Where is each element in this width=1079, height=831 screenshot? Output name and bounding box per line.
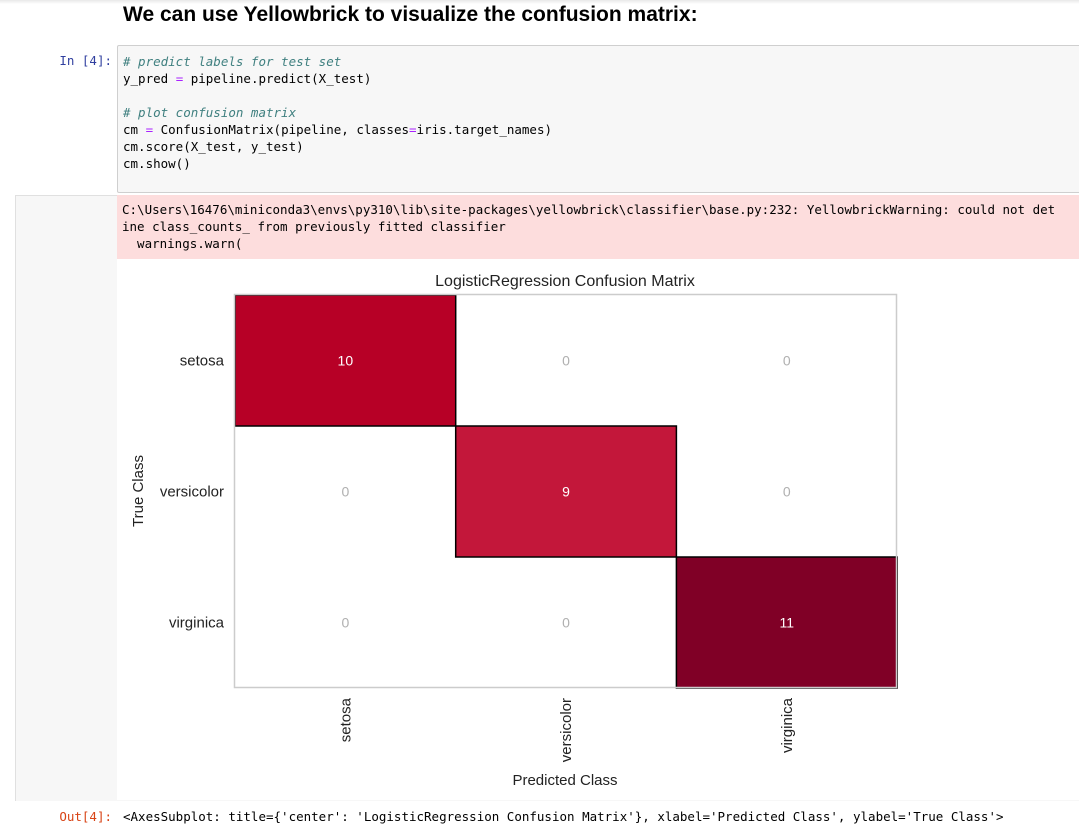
x-axis-label: Predicted Class [512,772,617,789]
y-tick-label: setosa [180,353,225,370]
code-operator: = [145,122,154,137]
code-token: y_pred [123,71,169,86]
heatmap-cells [235,295,898,689]
y-tick-label: virginica [169,615,225,632]
code-line: y_pred = pipeline.predict(X_test) [123,70,1079,87]
code-token: pipeline.predict(X_test) [190,71,372,86]
chart-title: LogisticRegression Confusion Matrix [435,273,695,290]
stderr-line: warnings.warn( [122,236,243,251]
cell-value-label: 0 [783,484,791,500]
output-prompt: Out[4]: [59,809,112,824]
cell-value-label: 0 [562,615,570,631]
top-shadow [0,0,1079,4]
x-tick-label: setosa [337,697,354,742]
stderr-line: C:\Users\16476\miniconda3\envs\py310\lib… [122,202,1056,217]
heatmap-cell [455,426,677,558]
heatmap-values: 10 0 0 0 9 0 0 0 11 [338,353,795,631]
heatmap-cell [676,426,898,558]
cell-value-label: 0 [341,615,349,631]
heatmap-cell [235,426,457,558]
code-blank-line [123,87,1079,104]
code-comment: # predict labels for test set [123,54,342,69]
markdown-heading: We can use Yellowbrick to visualize the … [123,3,698,26]
code-line: cm = ConfusionMatrix(pipeline, classes=i… [123,121,1079,138]
input-prompt: In [4]: [59,53,112,68]
confusion-matrix-chart: LogisticRegression Confusion Matrix 10 0 0… [130,273,898,789]
code-operator: = [409,122,417,137]
code-operator: = [175,71,184,86]
heatmap-cell [235,295,457,427]
diagonal-cell-border [454,425,678,558]
cell-value-label: 10 [338,353,354,369]
stderr-line: ine class_counts_ from previously fitted… [122,219,506,234]
heatmap-cell [235,557,457,689]
code-token: cm [123,122,139,137]
cell-value-label: 0 [783,353,791,369]
code-editor[interactable]: # predict labels for test set y_pred = pi… [117,45,1079,193]
x-tick-label: versicolor [558,698,575,762]
cell-value-label: 0 [341,484,349,500]
code-line: # predict labels for test set [123,53,1079,70]
code-token: iris.target_names) [416,122,553,137]
stderr-output: C:\Users\16476\miniconda3\envs\py310\lib… [117,195,1079,259]
y-tick-labels: setosa versicolor virginica [160,353,225,632]
cell-value-label: 11 [779,615,794,631]
cell-value-label: 9 [562,484,570,500]
x-tick-label: virginica [779,697,796,753]
heatmap-cell [455,557,677,689]
code-line: cm.show() [123,156,191,171]
code-line: cm.score(X_test, y_test) [123,139,304,154]
plot-frame [233,293,898,689]
heatmap-cell [676,295,898,427]
code-comment: # plot confusion matrix [123,105,297,120]
cell-value-label: 0 [562,353,570,369]
heatmap-cell [676,557,898,689]
x-tick-labels: setosa versicolor virginica [337,697,795,762]
code-line: # plot confusion matrix [123,104,1079,121]
y-axis-label: True Class [130,455,147,527]
output-text: <AxesSubplot: title={'center': 'Logistic… [123,809,1004,824]
heatmap-cell [455,295,677,427]
code-token: ConfusionMatrix(pipeline, classes [160,122,410,137]
y-tick-label: versicolor [160,484,224,501]
